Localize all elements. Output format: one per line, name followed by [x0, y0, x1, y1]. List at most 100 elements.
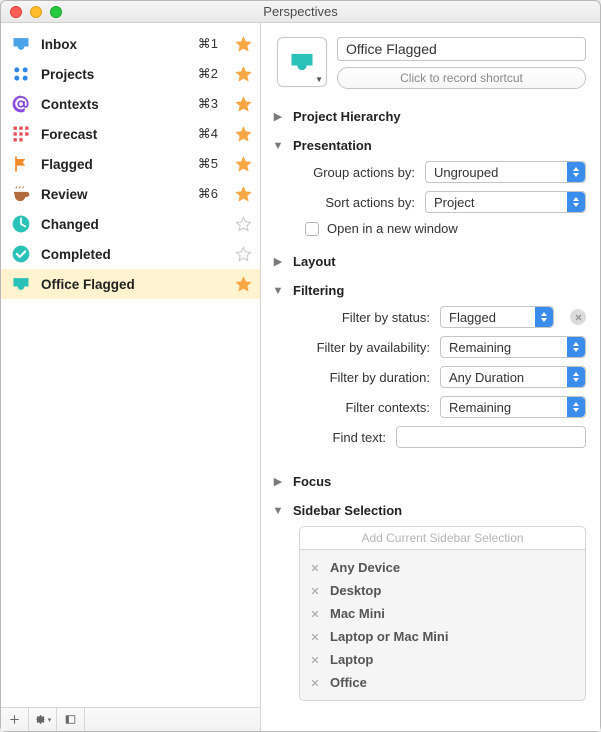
filter-select[interactable]: Flagged — [440, 306, 554, 328]
remove-selection-icon[interactable] — [308, 607, 322, 621]
perspective-label: Flagged — [41, 157, 188, 172]
find-text-label: Find text: — [295, 430, 386, 445]
remove-selection-icon[interactable] — [308, 584, 322, 598]
perspective-label: Inbox — [41, 37, 188, 52]
sidebar-selection-item[interactable]: Laptop — [308, 648, 577, 671]
sort-actions-label: Sort actions by: — [295, 195, 415, 210]
disclosure-triangle-icon: ▼ — [271, 285, 285, 297]
remove-selection-icon[interactable] — [308, 561, 322, 575]
changed-icon — [11, 214, 31, 234]
shortcut-label: ⌘5 — [198, 156, 218, 172]
perspective-name-input[interactable] — [337, 37, 586, 61]
open-new-window-label: Open in a new window — [327, 221, 458, 236]
sidebar-selection-item[interactable]: Any Device — [308, 556, 577, 579]
selection-label: Any Device — [330, 560, 400, 575]
group-actions-label: Group actions by: — [295, 165, 415, 180]
perspective-item[interactable]: Inbox ⌘1 — [1, 29, 260, 59]
selection-label: Desktop — [330, 583, 381, 598]
filter-select[interactable]: Remaining — [440, 336, 586, 358]
sidebar-selection-item[interactable]: Desktop — [308, 579, 577, 602]
perspective-label: Completed — [41, 247, 224, 262]
selection-label: Laptop or Mac Mini — [330, 629, 448, 644]
perspective-item[interactable]: Changed — [1, 209, 260, 239]
shortcut-label: ⌘3 — [198, 96, 218, 112]
section-layout[interactable]: ▶ Layout — [271, 248, 586, 275]
perspective-item[interactable]: Office Flagged — [1, 269, 260, 299]
remove-filter-button[interactable] — [570, 309, 586, 325]
add-sidebar-selection-button[interactable]: Add Current Sidebar Selection — [299, 526, 586, 550]
section-filtering[interactable]: ▼ Filtering — [271, 277, 586, 304]
filter-label: Filter by status: — [295, 310, 430, 325]
review-icon — [11, 184, 31, 204]
perspective-label: Changed — [41, 217, 224, 232]
section-presentation[interactable]: ▼ Presentation — [271, 132, 586, 159]
perspective-item[interactable]: Review ⌘6 — [1, 179, 260, 209]
details-pane: ▼ Click to record shortcut ▶ Project Hie… — [261, 23, 600, 731]
add-button[interactable] — [1, 708, 29, 731]
flagged-icon — [11, 154, 31, 174]
sidebar-selection-item[interactable]: Office — [308, 671, 577, 694]
sidebar-selection-item[interactable]: Mac Mini — [308, 602, 577, 625]
window-title: Perspectives — [1, 4, 600, 19]
remove-selection-icon[interactable] — [308, 653, 322, 667]
completed-icon — [11, 244, 31, 264]
star-toggle[interactable] — [234, 65, 252, 83]
disclosure-triangle-icon: ▼ — [271, 505, 285, 517]
star-toggle[interactable] — [234, 155, 252, 173]
toggle-sidebar-button[interactable] — [57, 708, 85, 731]
selection-label: Office — [330, 675, 367, 690]
sidebar-selection-item[interactable]: Laptop or Mac Mini — [308, 625, 577, 648]
titlebar: Perspectives — [1, 1, 600, 23]
shortcut-label: ⌘6 — [198, 186, 218, 202]
perspective-item[interactable]: Completed — [1, 239, 260, 269]
star-toggle[interactable] — [234, 245, 252, 263]
perspective-item[interactable]: Projects ⌘2 — [1, 59, 260, 89]
star-toggle[interactable] — [234, 275, 252, 293]
group-actions-select[interactable]: Ungrouped — [425, 161, 586, 183]
perspective-item[interactable]: Flagged ⌘5 — [1, 149, 260, 179]
star-toggle[interactable] — [234, 185, 252, 203]
star-toggle[interactable] — [234, 35, 252, 53]
find-text-input[interactable] — [396, 426, 586, 448]
remove-selection-icon[interactable] — [308, 630, 322, 644]
disclosure-triangle-icon: ▶ — [271, 255, 285, 268]
disclosure-triangle-icon: ▶ — [271, 110, 285, 123]
action-menu-button[interactable]: ▾ — [29, 708, 57, 731]
perspective-label: Contexts — [41, 97, 188, 112]
star-toggle[interactable] — [234, 125, 252, 143]
star-toggle[interactable] — [234, 95, 252, 113]
shortcut-label: ⌘4 — [198, 126, 218, 142]
inbox-icon — [11, 34, 31, 54]
disclosure-triangle-icon: ▼ — [271, 140, 285, 152]
section-focus[interactable]: ▶ Focus — [271, 468, 586, 495]
filter-select[interactable]: Remaining — [440, 396, 586, 418]
record-shortcut-button[interactable]: Click to record shortcut — [337, 67, 586, 89]
perspective-item[interactable]: Contexts ⌘3 — [1, 89, 260, 119]
sidebar: Inbox ⌘1 Projects ⌘2 Contexts ⌘3 Forecast ⌘4 Fla… — [1, 23, 261, 731]
filter-label: Filter by availability: — [295, 340, 430, 355]
perspective-icon-picker[interactable]: ▼ — [277, 37, 327, 87]
shortcut-label: ⌘2 — [198, 66, 218, 82]
perspective-label: Forecast — [41, 127, 188, 142]
perspective-list: Inbox ⌘1 Projects ⌘2 Contexts ⌘3 Forecast ⌘4 Fla… — [1, 23, 260, 707]
shortcut-label: ⌘1 — [198, 36, 218, 52]
open-new-window-checkbox[interactable] — [305, 222, 319, 236]
remove-selection-icon[interactable] — [308, 676, 322, 690]
perspective-item[interactable]: Forecast ⌘4 — [1, 119, 260, 149]
forecast-icon — [11, 124, 31, 144]
sidebar-toolbar: ▾ — [1, 707, 260, 731]
section-project-hierarchy[interactable]: ▶ Project Hierarchy — [271, 103, 586, 130]
perspective-label: Projects — [41, 67, 188, 82]
selection-label: Mac Mini — [330, 606, 385, 621]
perspective-label: Office Flagged — [41, 277, 224, 292]
sort-actions-select[interactable]: Project — [425, 191, 586, 213]
filter-label: Filter contexts: — [295, 400, 430, 415]
section-sidebar-selection[interactable]: ▼ Sidebar Selection — [271, 497, 586, 524]
star-toggle[interactable] — [234, 215, 252, 233]
chevron-down-icon: ▼ — [315, 75, 323, 84]
perspective-label: Review — [41, 187, 188, 202]
tray-icon — [11, 274, 31, 294]
filter-label: Filter by duration: — [295, 370, 430, 385]
selection-label: Laptop — [330, 652, 373, 667]
filter-select[interactable]: Any Duration — [440, 366, 586, 388]
